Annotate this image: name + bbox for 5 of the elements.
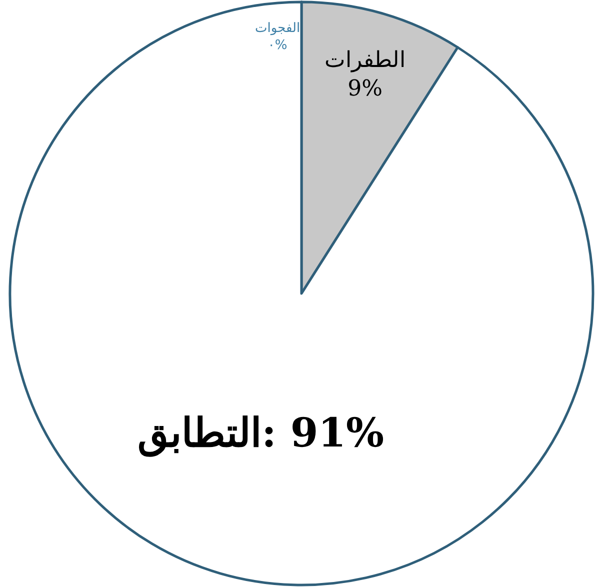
data-label: 9% (348, 76, 383, 102)
text: ٠% (268, 38, 288, 53)
category-label: الفجوات (255, 21, 300, 36)
slice-label: الطفرات (324, 48, 406, 73)
slice-label: التطابق: 91% (138, 409, 384, 458)
